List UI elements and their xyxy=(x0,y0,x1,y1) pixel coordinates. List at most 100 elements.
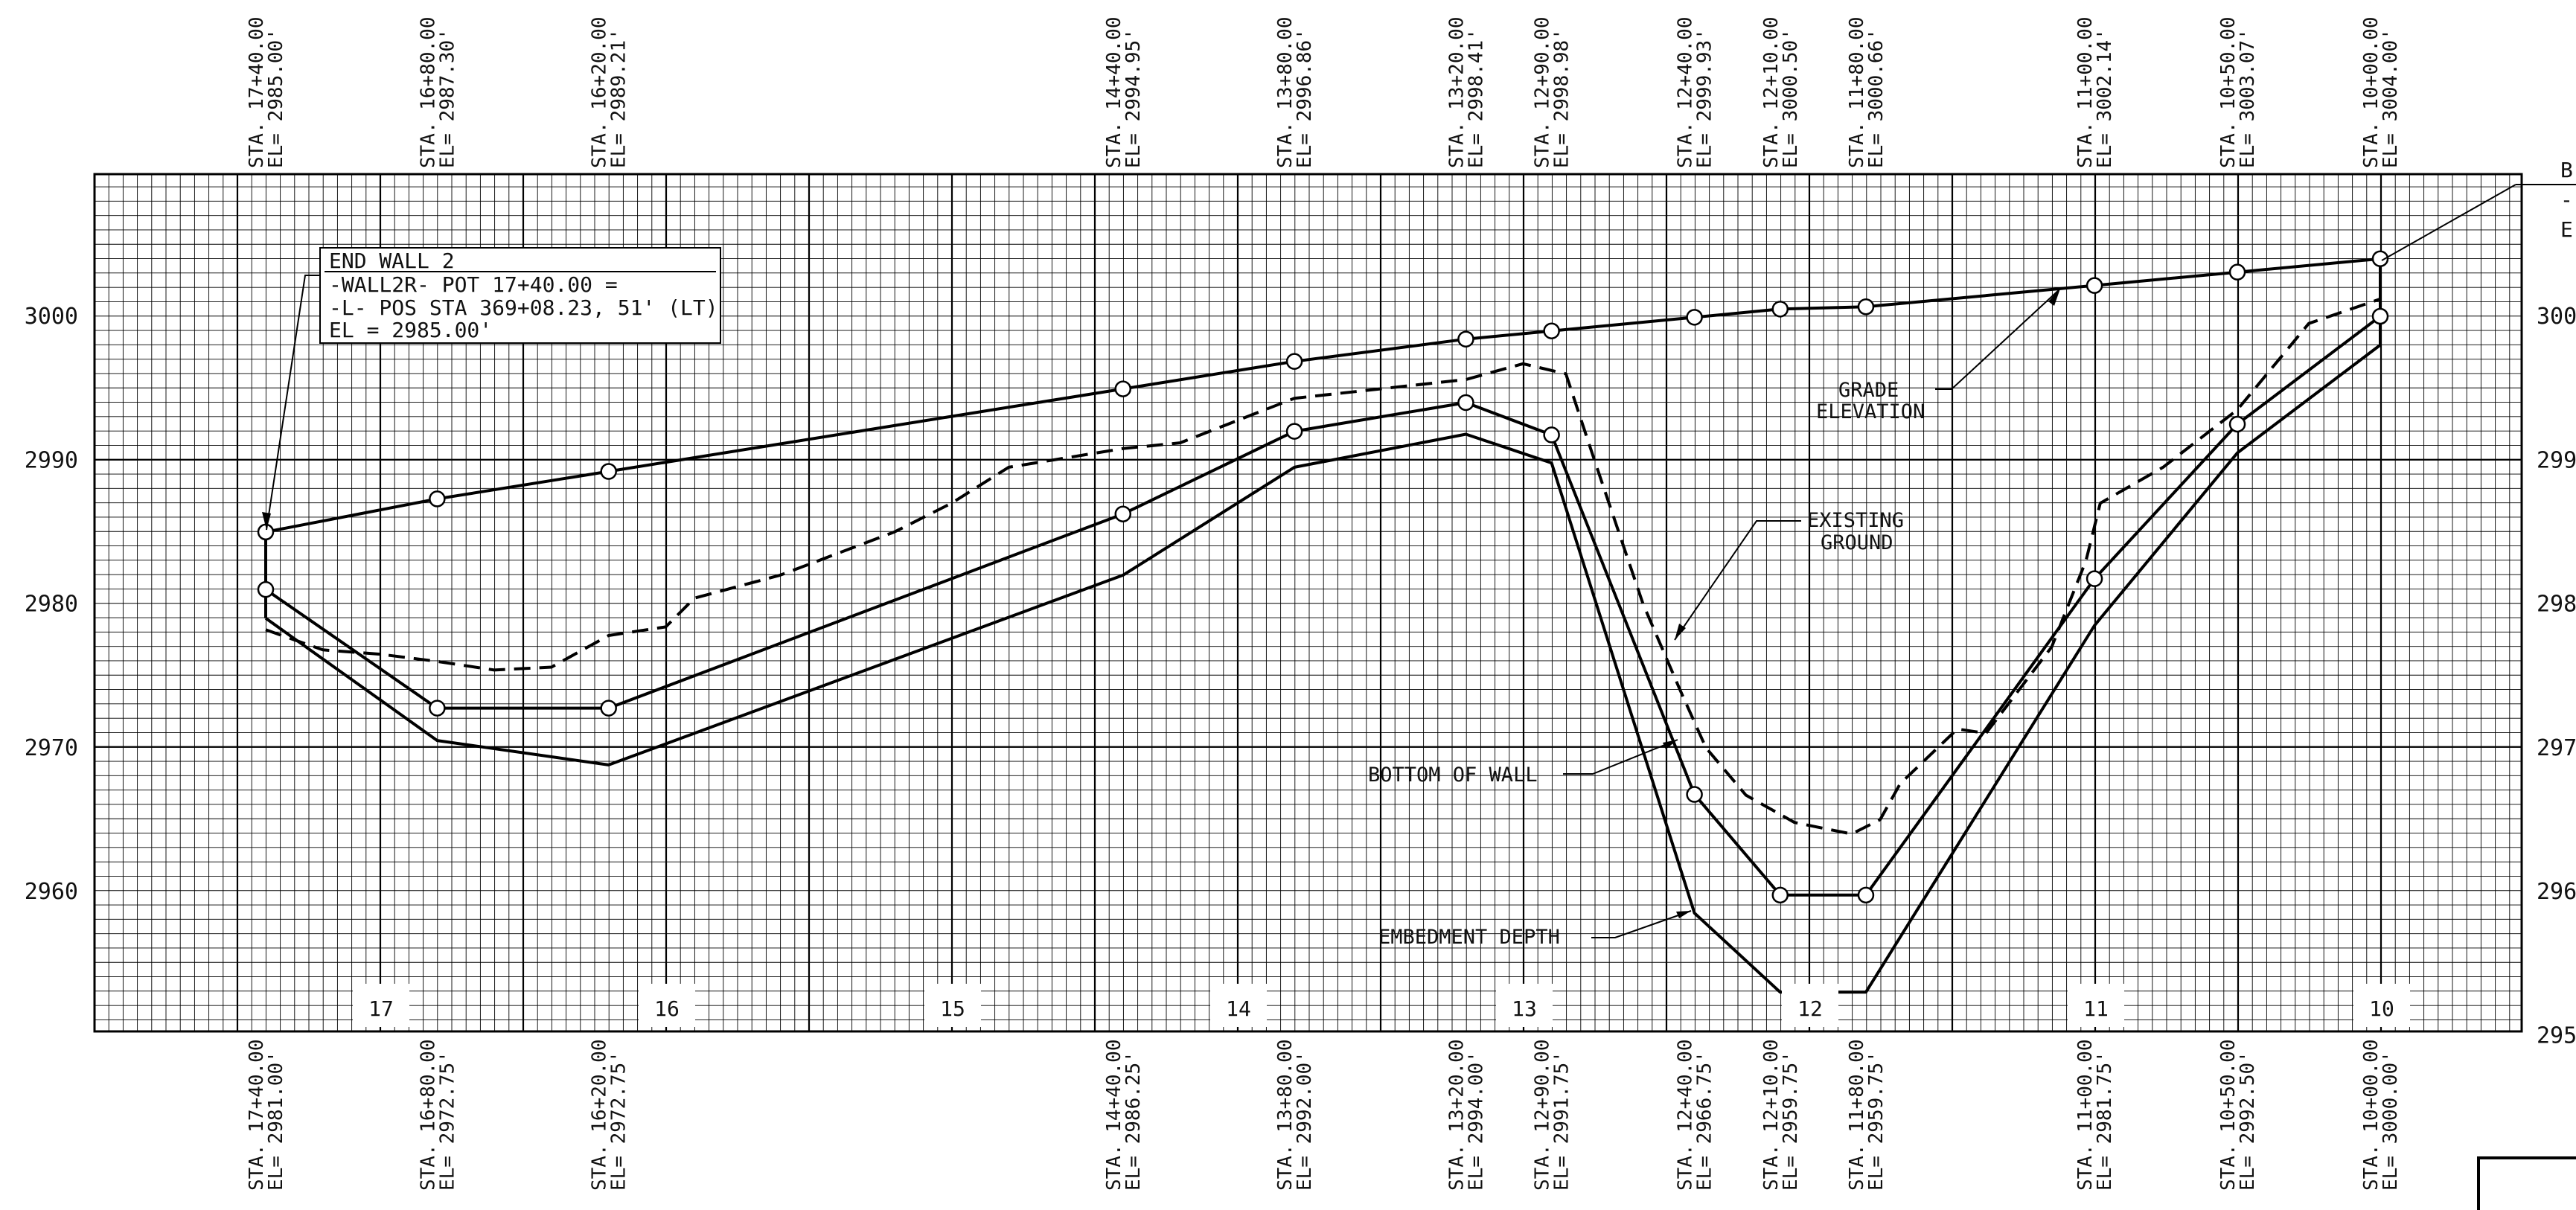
bottom-station-label: STA. 17+40.00 xyxy=(246,1040,268,1191)
end-wall-line4: EL = 2985.00' xyxy=(329,318,492,342)
top-elevation-label: EL= 3000.50' xyxy=(1780,28,1802,168)
elevation-tick-right: 295 xyxy=(2537,1022,2576,1049)
top-elevation-label: EL= 3000.66' xyxy=(1865,28,1888,168)
top-station-label: STA. 14+40.00 xyxy=(1103,17,1125,169)
top-elevation-label: EL= 2998.41' xyxy=(1465,28,1487,168)
bottom-point-marker xyxy=(1771,886,1789,904)
bottom-station-label: STA. 16+80.00 xyxy=(417,1040,439,1191)
panel-label-box xyxy=(353,984,409,1027)
bottom-point-marker xyxy=(1857,886,1875,904)
grade-point-marker xyxy=(1686,309,1703,326)
elevation-tick-left: 3000 xyxy=(25,304,78,330)
elevation-tick-right: 298 xyxy=(2537,592,2576,618)
panel-label-box xyxy=(2353,984,2410,1027)
panel-label-box xyxy=(639,984,695,1027)
top-elevation-label: EL= 3003.07' xyxy=(2237,28,2259,168)
bottom-elevation-label: EL= 2981.75' xyxy=(2094,1051,2116,1191)
end-wall-callout: END WALL 2 -WALL2R- POT 17+40.00 = -L- P… xyxy=(262,247,721,531)
bottom-station-label: STA. 12+40.00 xyxy=(1675,1040,1697,1191)
bottom-station-label: STA. 12+10.00 xyxy=(1760,1040,1783,1191)
elevation-tick-left: 2980 xyxy=(25,592,78,618)
embedment-depth-line xyxy=(264,344,2382,994)
bottom-station-label: STA. 11+80.00 xyxy=(1846,1040,1868,1191)
bottom-point-marker xyxy=(2086,570,2103,587)
bottom-point-marker xyxy=(2228,415,2246,433)
title-block-corner xyxy=(2477,1156,2576,1210)
annotation-grade-elevation: GRADE ELEVATION xyxy=(1816,288,2061,423)
right-callout-l1: B xyxy=(2560,158,2573,182)
existing-label-1: EXISTING xyxy=(1807,509,1904,532)
bottom-point-marker xyxy=(1543,426,1560,444)
top-elevation-label: EL= 2994.95' xyxy=(1122,28,1145,168)
panel-number: 15 xyxy=(940,996,965,1021)
existing-ground-line xyxy=(265,297,2381,836)
right-callout-l2: - xyxy=(2560,188,2573,212)
top-elevation-label: EL= 2987.30' xyxy=(436,28,458,168)
bottom-elevation-label: EL= 2972.75' xyxy=(436,1051,458,1191)
top-station-label: STA. 17+40.00 xyxy=(246,17,268,169)
elevation-tick-left: 2970 xyxy=(25,735,78,761)
bottom-point-marker xyxy=(1114,505,1132,522)
grid xyxy=(93,174,2522,1031)
end-wall-leader xyxy=(266,275,320,531)
bottom-elevation-label: EL= 2981.00' xyxy=(265,1051,287,1191)
bottom-station-label: STA. 11+00.00 xyxy=(2074,1040,2097,1191)
panel-label-box xyxy=(1496,984,1553,1027)
elevation-tick-right: 296 xyxy=(2537,879,2576,905)
panel-number: 12 xyxy=(1797,996,1823,1021)
embedment-depth-label: EMBEDMENT DEPTH xyxy=(1378,926,1560,949)
bottom-point-marker xyxy=(2371,307,2389,325)
end-wall-line2: -WALL2R- POT 17+40.00 = xyxy=(329,272,618,297)
bottom-elevation-label: EL= 2994.00' xyxy=(1465,1051,1487,1191)
annotation-bottom-of-wall: BOTTOM OF WALL xyxy=(1368,739,1678,787)
grade-point-marker xyxy=(2371,250,2389,267)
grid-frame xyxy=(93,173,2523,1033)
profile-lines xyxy=(264,257,2382,994)
grade-point-marker xyxy=(1114,380,1132,397)
bottom-station-label: STA. 12+90.00 xyxy=(1532,1040,1554,1191)
grade-label-2: ELEVATION xyxy=(1816,400,1925,423)
top-station-label: STA. 13+20.00 xyxy=(1445,17,1468,169)
bottom-elevation-label: EL= 2986.25' xyxy=(1122,1051,1145,1191)
grade-point-marker xyxy=(2228,263,2246,281)
panel-number: 10 xyxy=(2369,996,2394,1021)
top-elevation-label: EL= 2985.00' xyxy=(265,28,287,168)
bottom-station-label: STA. 13+20.00 xyxy=(1445,1040,1468,1191)
bottom-point-marker xyxy=(600,700,617,717)
grade-point-marker xyxy=(2086,277,2103,294)
panel-number: 17 xyxy=(368,996,394,1021)
end-wall-leader-arrow xyxy=(262,512,271,530)
top-station-label: STA. 12+10.00 xyxy=(1760,17,1783,169)
top-elevation-label: EL= 2999.93' xyxy=(1694,28,1716,168)
annotation-existing-ground: EXISTING GROUND xyxy=(1674,509,1904,641)
top-station-label: STA. 12+90.00 xyxy=(1532,17,1554,169)
panel-label-box xyxy=(2068,984,2124,1027)
bottom-point-marker xyxy=(1285,423,1303,440)
bottom-station-label: STA. 16+20.00 xyxy=(589,1040,611,1191)
end-wall-callout-box xyxy=(319,247,721,344)
grade-point-marker xyxy=(1457,330,1474,348)
grade-point-marker xyxy=(1543,322,1560,339)
top-station-label: STA. 16+20.00 xyxy=(589,17,611,169)
bottom-elevation-label: EL= 2959.75' xyxy=(1780,1051,1802,1191)
top-elevation-label: EL= 3002.14' xyxy=(2094,28,2116,168)
existing-label-2: GROUND xyxy=(1821,531,1893,554)
bottom-station-label: STA. 10+50.00 xyxy=(2217,1040,2240,1191)
panel-number: 14 xyxy=(1226,996,1251,1021)
top-station-label: STA. 11+80.00 xyxy=(1846,17,1868,169)
elevation-tick-left: 2990 xyxy=(25,447,78,473)
end-wall-line3: -L- POS STA 369+08.23, 51' (LT) xyxy=(329,295,718,320)
bottom-elevation-label: EL= 2959.75' xyxy=(1865,1051,1888,1191)
bottom-point-marker xyxy=(1686,786,1703,803)
annotation-embedment-depth: EMBEDMENT DEPTH xyxy=(1378,910,1692,949)
bottom-station-label: STA. 13+80.00 xyxy=(1274,1040,1297,1191)
grade-point-marker xyxy=(429,490,446,508)
top-elevation-label: EL= 3004.00' xyxy=(2380,28,2402,168)
bottom-point-marker xyxy=(429,700,446,717)
grade-point-marker xyxy=(1857,298,1875,316)
bottom-elevation-label: EL= 2991.75' xyxy=(1551,1051,1573,1191)
panel-number: 11 xyxy=(2083,996,2109,1021)
top-station-label: STA. 16+80.00 xyxy=(417,17,439,169)
